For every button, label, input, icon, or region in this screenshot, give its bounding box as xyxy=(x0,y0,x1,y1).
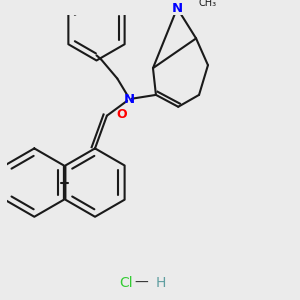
Text: H: H xyxy=(156,276,166,290)
Text: Cl: Cl xyxy=(119,276,133,290)
Text: N: N xyxy=(172,2,183,15)
Text: O: O xyxy=(116,108,127,121)
Text: N: N xyxy=(124,93,135,106)
Text: —: — xyxy=(135,276,148,290)
Text: CH₃: CH₃ xyxy=(198,0,216,8)
